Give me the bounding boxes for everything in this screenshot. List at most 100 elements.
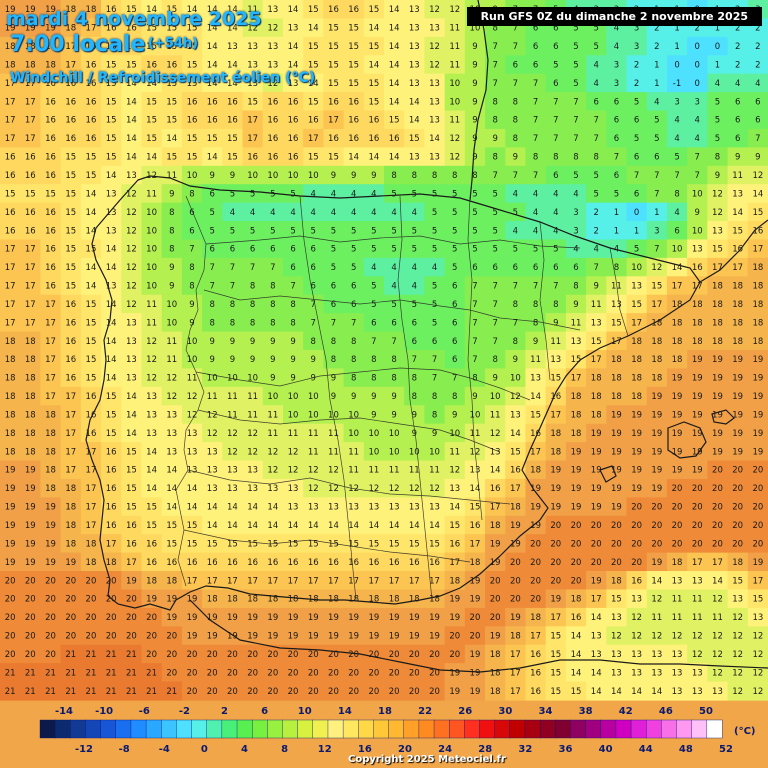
- field-cell: [121, 239, 143, 259]
- grid-value: 15: [631, 300, 642, 310]
- grid-value: 16: [348, 97, 359, 107]
- grid-value: 15: [348, 79, 359, 89]
- grid-value: 19: [368, 632, 379, 642]
- field-cell: [424, 0, 446, 20]
- field-cell: [707, 110, 729, 130]
- field-cell: [20, 184, 42, 204]
- legend-bottom-label: 0: [201, 744, 208, 755]
- grid-value: 17: [25, 116, 36, 126]
- grid-value: 13: [267, 5, 278, 15]
- field-cell: [404, 239, 426, 259]
- grid-value: 15: [146, 116, 157, 126]
- field-cell: [404, 221, 426, 241]
- grid-value: 20: [267, 668, 278, 678]
- grid-value: 19: [166, 595, 177, 605]
- grid-value: 15: [732, 576, 743, 586]
- field-cell: [40, 331, 62, 351]
- grid-value: 13: [288, 24, 299, 34]
- field-cell: [666, 239, 688, 259]
- legend-swatch: [676, 719, 693, 739]
- field-cell: [363, 221, 385, 241]
- grid-value: 14: [126, 116, 137, 126]
- grid-value: 14: [591, 668, 602, 678]
- field-cell: [384, 331, 405, 351]
- field-cell: [464, 110, 486, 130]
- field-cell: [121, 110, 143, 130]
- field-cell: [727, 350, 749, 370]
- field-cell: [323, 276, 345, 296]
- grid-value: 12: [752, 171, 763, 181]
- grid-value: 19: [712, 392, 723, 402]
- grid-value: 12: [348, 484, 359, 494]
- grid-value: 18: [631, 355, 642, 365]
- field-cell: [141, 202, 163, 222]
- grid-value: 8: [533, 300, 538, 310]
- grid-value: 13: [247, 466, 258, 476]
- grid-value: 19: [247, 632, 258, 642]
- grid-value: 4: [391, 263, 396, 273]
- field-cell: [242, 386, 264, 406]
- field-cell: [606, 313, 628, 333]
- grid-value: 11: [227, 392, 238, 402]
- field-cell: [384, 221, 405, 241]
- grid-value: 18: [328, 595, 339, 605]
- grid-value: 20: [530, 539, 541, 549]
- field-cell: [687, 165, 708, 185]
- grid-value: 15: [449, 521, 460, 531]
- grid-value: 18: [712, 300, 723, 310]
- field-cell: [747, 184, 768, 204]
- grid-value: 12: [429, 42, 440, 52]
- grid-value: 15: [126, 447, 137, 457]
- field-cell: [444, 110, 466, 130]
- grid-value: 20: [550, 539, 561, 549]
- grid-value: 4: [573, 245, 578, 255]
- grid-value: 20: [45, 632, 56, 642]
- grid-value: 8: [371, 374, 376, 384]
- grid-value: 7: [513, 171, 518, 181]
- grid-value: 1: [674, 42, 679, 52]
- grid-value: 15: [86, 374, 97, 384]
- field-cell: [262, 18, 284, 38]
- field-cell: [586, 36, 607, 56]
- grid-value: 10: [267, 171, 278, 181]
- grid-value: 19: [207, 613, 218, 623]
- grid-value: 17: [5, 245, 16, 255]
- grid-value: 13: [308, 503, 319, 513]
- legend-color-bar: [39, 719, 723, 739]
- grid-value: 14: [146, 447, 157, 457]
- field-cell: [565, 239, 587, 259]
- run-label: Run GFS 0Z du dimanche 2 novembre 2025: [466, 7, 762, 26]
- grid-value: 5: [573, 60, 578, 70]
- grid-value: 17: [550, 410, 561, 420]
- field-cell: [505, 110, 527, 130]
- field-cell: [40, 73, 62, 93]
- field-cell: [60, 350, 82, 370]
- grid-value: 10: [672, 245, 683, 255]
- grid-value: 7: [351, 318, 356, 328]
- grid-value: 4: [553, 208, 558, 218]
- grid-value: 9: [270, 355, 275, 365]
- grid-value: 18: [45, 60, 56, 70]
- field-cell: [404, 128, 426, 148]
- grid-value: 19: [732, 410, 743, 420]
- field-cell: [545, 331, 567, 351]
- field-cell: [101, 386, 122, 406]
- legend-swatch: [449, 719, 465, 739]
- grid-value: 16: [86, 134, 97, 144]
- field-cell: [0, 73, 21, 93]
- grid-value: 14: [106, 355, 117, 365]
- grid-value: 11: [207, 392, 218, 402]
- grid-value: 5: [270, 189, 275, 199]
- grid-value: 14: [449, 503, 460, 513]
- grid-value: 16: [65, 337, 76, 347]
- field-cell: [464, 36, 486, 56]
- grid-value: 9: [391, 410, 396, 420]
- field-cell: [343, 55, 365, 75]
- field-cell: [121, 165, 143, 185]
- grid-value: 9: [492, 374, 497, 384]
- grid-value: 15: [146, 134, 157, 144]
- field-cell: [343, 18, 365, 38]
- legend-swatch: [418, 719, 435, 739]
- field-cell: [485, 165, 506, 185]
- grid-value: 9: [452, 410, 457, 420]
